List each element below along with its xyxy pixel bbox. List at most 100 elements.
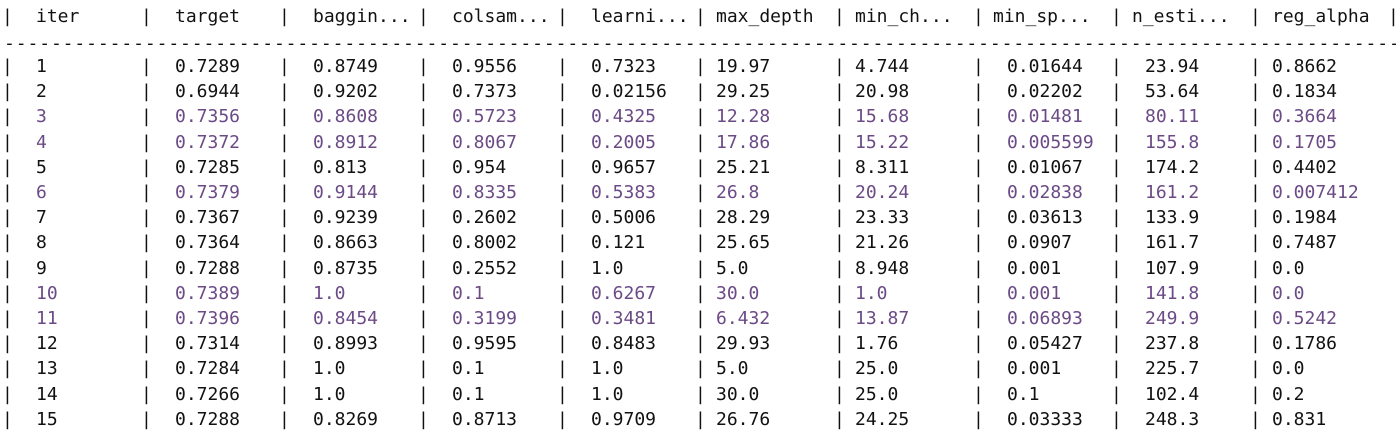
table-cell: 20.98 [855,81,910,102]
table-cell: 7 [36,207,47,228]
column-divider: | [418,258,429,279]
column-divider: | [1111,409,1122,430]
table-cell: 1 [36,56,47,77]
table-cell: 20.24 [855,182,910,203]
column-divider: | [1111,182,1122,203]
column-divider: | [418,333,429,354]
column-header: min_sp... [993,6,1091,27]
column-divider: | [2,182,13,203]
column-divider: | [1250,207,1261,228]
column-divider: | [834,258,845,279]
column-divider: | [1250,81,1261,102]
table-cell: 0.9202 [313,81,379,102]
table-cell: 141.8 [1145,283,1200,304]
column-divider: | [834,384,845,405]
column-divider: | [141,308,152,329]
column-divider: | [834,409,845,430]
table-row: | 13 | 0.7284 | 1.0 | 0.1 | 1.0 | 5.0 | 25.0 | 0.001 | 22… [0,356,1400,381]
table-cell: 0.001 [1007,358,1062,379]
table-cell: 8.311 [855,157,910,178]
table-cell: 0.7487 [1272,232,1338,253]
table-cell: 0.0 [1272,283,1305,304]
column-divider: | [418,182,429,203]
column-divider: | [557,6,568,27]
table-cell: 0.02838 [1007,182,1083,203]
column-divider: | [2,384,13,405]
column-divider: | [973,132,984,153]
column-divider: | [1111,258,1122,279]
table-cell: 25.21 [716,157,771,178]
column-divider: | [1111,232,1122,253]
table-cell: 0.5723 [452,106,518,127]
table-cell: 0.4402 [1272,157,1338,178]
table-cell: 0.7284 [175,358,241,379]
column-divider: | [834,283,845,304]
column-header: min_ch... [855,6,953,27]
table-cell: 0.01644 [1007,56,1083,77]
column-divider: | [279,182,290,203]
column-divider: | [1111,56,1122,77]
table-cell: 29.25 [716,81,771,102]
header-row: | iter | target | baggin... | colsam... | learni.… [0,4,1400,29]
column-divider: | [418,56,429,77]
column-divider: | [2,207,13,228]
table-cell: 0.8663 [313,232,379,253]
column-divider: | [2,358,13,379]
table-cell: 0.1 [1007,384,1040,405]
column-divider: | [695,182,706,203]
column-divider: | [279,384,290,405]
column-header: target [175,6,241,27]
table-cell: 15.68 [855,106,910,127]
table-cell: 0.3481 [591,308,657,329]
table-cell: 12 [36,333,58,354]
table-row: | 14 | 0.7266 | 1.0 | 0.1 | 1.0 | 30.0 | 25.0 | 0.1 | 102… [0,382,1400,407]
table-cell: 23.94 [1145,56,1200,77]
table-cell: 0.3664 [1272,106,1338,127]
column-divider: | [1250,232,1261,253]
table-cell: 0.7356 [175,106,241,127]
table-cell: 0.7379 [175,182,241,203]
table-cell: 30.0 [716,384,760,405]
column-divider: | [1111,132,1122,153]
column-divider: | [2,6,13,27]
column-divider: | [557,384,568,405]
table-cell: 0.7288 [175,258,241,279]
column-divider: | [2,56,13,77]
column-divider: | [2,81,13,102]
table-cell: 237.8 [1145,333,1200,354]
table-cell: 0.01067 [1007,157,1083,178]
column-divider: | [557,106,568,127]
column-divider: | [1250,333,1261,354]
column-divider: | [2,283,13,304]
table-cell: 0.0907 [1007,232,1073,253]
table-row: | 15 | 0.7288 | 0.8269 | 0.8713 | 0.9709 | 26.76 | 24… [0,407,1400,432]
column-divider: | [834,81,845,102]
column-divider: | [1250,132,1261,153]
column-divider: | [695,56,706,77]
table-cell: 0.8608 [313,106,379,127]
column-divider: | [1111,333,1122,354]
table-cell: 0.7367 [175,207,241,228]
column-divider: | [834,358,845,379]
table-cell: 0.7285 [175,157,241,178]
column-divider: | [1250,157,1261,178]
table-cell: 0.8454 [313,308,379,329]
column-divider: | [973,333,984,354]
column-divider: | [279,157,290,178]
table-row: | 1 | 0.7289 | 0.8749 | 0.9556 | 0.7323 | 19.97 | 4.7… [0,54,1400,79]
table-cell: 0.005599 [1007,132,1094,153]
table-cell: 10 [36,283,58,304]
table-cell: 8 [36,232,47,253]
column-divider: | [695,258,706,279]
table-cell: 11 [36,308,58,329]
column-divider: | [418,232,429,253]
table-cell: 0.8735 [313,258,379,279]
column-divider: | [834,333,845,354]
table-cell: 0.121 [591,232,646,253]
table-cell: 28.29 [716,207,771,228]
column-divider: | [1388,6,1399,27]
table-row: | 11 | 0.7396 | 0.8454 | 0.3199 | 0.3481 | 6.432 | 13… [0,306,1400,331]
column-divider: | [973,283,984,304]
table-cell: 1.0 [313,384,346,405]
column-divider: | [973,56,984,77]
